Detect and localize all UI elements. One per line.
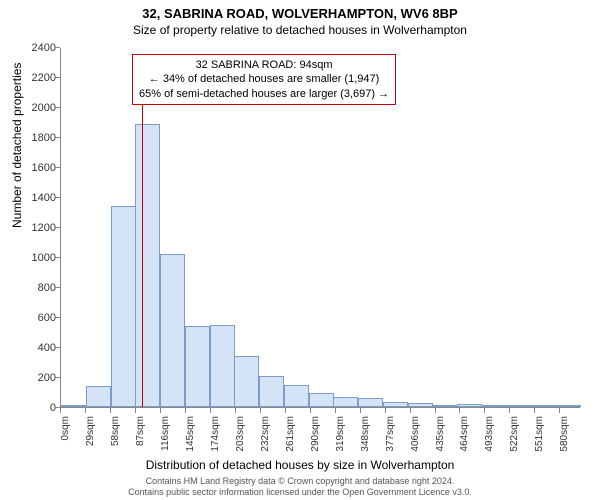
histogram-bar (358, 398, 383, 407)
x-tick-mark (235, 408, 236, 413)
y-tick-label: 2400 (16, 42, 56, 54)
y-tick-label: 1000 (16, 252, 56, 264)
y-tick-mark (55, 317, 60, 318)
x-tick-mark (509, 408, 510, 413)
y-tick-mark (55, 347, 60, 348)
y-tick-mark (55, 167, 60, 168)
annotation-box: 32 SABRINA ROAD: 94sqm ← 34% of detached… (132, 54, 396, 105)
histogram-bar (259, 376, 284, 408)
histogram-bar (160, 254, 185, 407)
y-tick-mark (55, 77, 60, 78)
chart-area: 32 SABRINA ROAD: 94sqm ← 34% of detached… (60, 48, 580, 408)
histogram-bar (333, 397, 358, 408)
y-tick-mark (55, 287, 60, 288)
histogram-bar (482, 405, 507, 407)
histogram-bar (234, 356, 259, 407)
histogram-bar (111, 206, 136, 407)
y-tick-mark (55, 107, 60, 108)
page-subtitle: Size of property relative to detached ho… (0, 21, 600, 37)
x-tick-mark (559, 408, 560, 413)
histogram-bar (531, 405, 556, 407)
annotation-line1: 32 SABRINA ROAD: 94sqm (139, 58, 389, 72)
histogram-bar (210, 325, 235, 408)
y-tick-label: 800 (16, 282, 56, 294)
histogram-bar (309, 393, 334, 407)
y-tick-mark (55, 257, 60, 258)
x-tick-mark (459, 408, 460, 413)
histogram-bar (86, 386, 111, 407)
x-tick-mark (410, 408, 411, 413)
histogram-bar (457, 404, 482, 407)
x-tick-mark (285, 408, 286, 413)
x-tick-mark (135, 408, 136, 413)
histogram-bar (61, 405, 86, 407)
x-tick-mark (310, 408, 311, 413)
footer-line2: Contains public sector information licen… (0, 487, 600, 498)
x-tick-mark (385, 408, 386, 413)
x-axis-label: Distribution of detached houses by size … (0, 458, 600, 472)
histogram-bar (185, 326, 210, 407)
x-tick-mark (360, 408, 361, 413)
y-tick-mark (55, 137, 60, 138)
footer-line1: Contains HM Land Registry data © Crown c… (0, 476, 600, 487)
histogram-bar (432, 405, 457, 407)
y-tick-mark (55, 377, 60, 378)
x-tick-mark (534, 408, 535, 413)
y-tick-label: 600 (16, 312, 56, 324)
histogram-bar (383, 402, 408, 407)
y-tick-mark (55, 227, 60, 228)
y-tick-mark (55, 47, 60, 48)
x-tick-mark (85, 408, 86, 413)
annotation-line3: 65% of semi-detached houses are larger (… (139, 87, 389, 101)
annotation-line2: ← 34% of detached houses are smaller (1,… (139, 72, 389, 86)
x-tick-mark (185, 408, 186, 413)
histogram-bar (408, 403, 433, 407)
footer-attribution: Contains HM Land Registry data © Crown c… (0, 476, 600, 498)
x-tick-mark (484, 408, 485, 413)
y-tick-label: 0 (16, 402, 56, 414)
y-tick-label: 200 (16, 372, 56, 384)
histogram-bar (284, 385, 309, 408)
x-tick-mark (335, 408, 336, 413)
y-tick-label: 400 (16, 342, 56, 354)
histogram-bar (556, 405, 581, 407)
x-tick-mark (110, 408, 111, 413)
x-tick-mark (435, 408, 436, 413)
y-tick-mark (55, 197, 60, 198)
property-marker-line (142, 97, 143, 407)
histogram-bar (135, 124, 160, 408)
x-tick-mark (210, 408, 211, 413)
y-axis-label: Number of detached properties (10, 63, 24, 228)
page-title: 32, SABRINA ROAD, WOLVERHAMPTON, WV6 8BP (0, 0, 600, 21)
x-tick-mark (60, 408, 61, 413)
x-tick-mark (160, 408, 161, 413)
histogram-bar (507, 405, 532, 407)
x-tick-mark (260, 408, 261, 413)
